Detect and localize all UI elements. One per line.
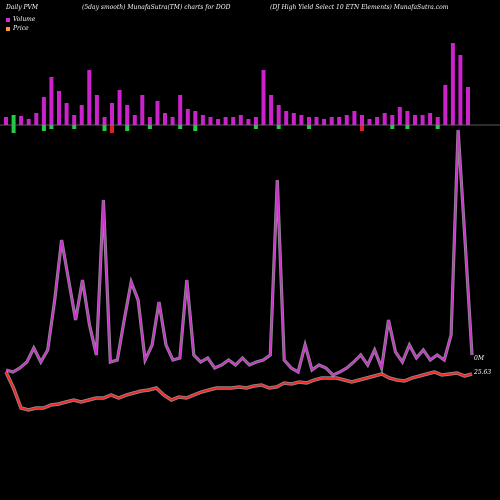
volume-bar-down — [147, 125, 152, 129]
volume-bar — [420, 115, 425, 125]
volume-bar — [117, 90, 122, 125]
volume-bar — [344, 115, 349, 125]
price-line — [5, 371, 473, 411]
volume-bar-down — [125, 125, 130, 131]
volume-bar — [200, 115, 205, 125]
volume-bar — [329, 117, 334, 125]
volume-bar — [132, 115, 137, 125]
volume-bar — [322, 119, 327, 125]
volume-bar — [291, 113, 296, 125]
volume-bar-down — [41, 125, 46, 131]
volume-bar-down — [390, 125, 395, 129]
volume-bar — [246, 119, 251, 125]
volume-bar — [193, 111, 198, 125]
volume-bar-down — [435, 125, 440, 129]
volume-bar — [155, 101, 160, 125]
volume-bar — [49, 77, 54, 125]
volume-bar — [72, 115, 77, 125]
volume-bar — [147, 117, 152, 125]
volume-bar — [102, 117, 107, 125]
volume-bar-down — [253, 125, 258, 129]
volume-bar — [26, 119, 31, 125]
header-left: Daily PVM — [6, 4, 39, 11]
volume-bar — [360, 115, 364, 125]
volume-bar — [352, 111, 357, 125]
volume-bar — [382, 113, 387, 125]
volume-bar — [269, 95, 274, 125]
volume-bar — [79, 105, 84, 125]
legend-item-price: Price — [6, 25, 29, 32]
price-line-glow — [4, 370, 473, 412]
volume-bar — [216, 119, 221, 125]
volume-bar-down — [360, 125, 364, 131]
volume-bar-down — [405, 125, 410, 129]
volume-bar — [34, 113, 39, 125]
volume-bar-down — [49, 125, 54, 129]
volume-bar — [299, 115, 304, 125]
volume-bar-down — [102, 125, 107, 131]
volume-bar — [390, 115, 395, 125]
legend-label-volume: Volume — [13, 16, 36, 23]
price-axis-label: 25.63 — [473, 369, 491, 376]
volume-bar — [405, 111, 410, 125]
volume-bar — [276, 105, 281, 125]
volume-bar — [41, 97, 46, 125]
volume-bar — [140, 95, 145, 125]
volume-bar-down — [193, 125, 198, 131]
volume-bar-down — [307, 125, 311, 129]
volume-bar — [284, 111, 289, 125]
volume-bar — [337, 117, 342, 125]
header-right: (DJ High Yield Select 10 ETN Elements) M… — [270, 4, 449, 11]
volume-bar-down — [178, 125, 183, 129]
volume-bar-down — [276, 125, 281, 129]
volume-bar — [466, 87, 470, 125]
volume-bar — [163, 113, 167, 125]
volume-bar — [94, 95, 99, 125]
legend-label-price: Price — [13, 25, 29, 32]
volume-bar — [413, 115, 417, 125]
legend-item-volume: Volume — [6, 16, 35, 23]
legend-swatch-price — [6, 26, 10, 31]
volume-bar — [261, 70, 266, 125]
volume-bar-down — [72, 125, 77, 129]
volume-bar — [4, 117, 8, 125]
volume-bar — [185, 109, 190, 125]
volume-bar — [450, 43, 455, 125]
volume-bar — [375, 117, 380, 125]
volume-bar-down — [110, 125, 114, 133]
volume-bar — [435, 117, 440, 125]
volume-bar — [19, 116, 24, 125]
volume-bar — [253, 117, 258, 125]
header-middle: (5day smooth) MunafaSutra(TM) charts for… — [82, 4, 231, 11]
volume-bar — [208, 117, 213, 125]
volume-bar — [57, 91, 61, 125]
legend-swatch-volume — [6, 17, 10, 22]
volume-bar — [223, 117, 228, 125]
volume-bar — [170, 117, 175, 125]
volume-line-glow — [5, 129, 474, 377]
volume-bar — [367, 119, 372, 125]
volume-bar — [110, 103, 114, 125]
volume-line — [5, 129, 473, 376]
volume-bar — [307, 117, 311, 125]
volume-bar — [397, 107, 402, 125]
volume-bar — [178, 95, 183, 125]
volume-bar — [428, 113, 433, 125]
volume-bar-down — [11, 125, 16, 133]
volume-bar — [11, 115, 16, 125]
volume-bar — [458, 55, 463, 125]
volume-bar — [125, 105, 130, 125]
volume-bars — [4, 43, 470, 133]
volume-axis-label: 0M — [474, 355, 485, 362]
volume-bar — [443, 85, 448, 125]
volume-bar — [64, 103, 69, 125]
volume-bar — [314, 117, 319, 125]
volume-bar — [231, 117, 236, 125]
volume-bar — [87, 70, 92, 125]
volume-bar — [238, 115, 243, 125]
